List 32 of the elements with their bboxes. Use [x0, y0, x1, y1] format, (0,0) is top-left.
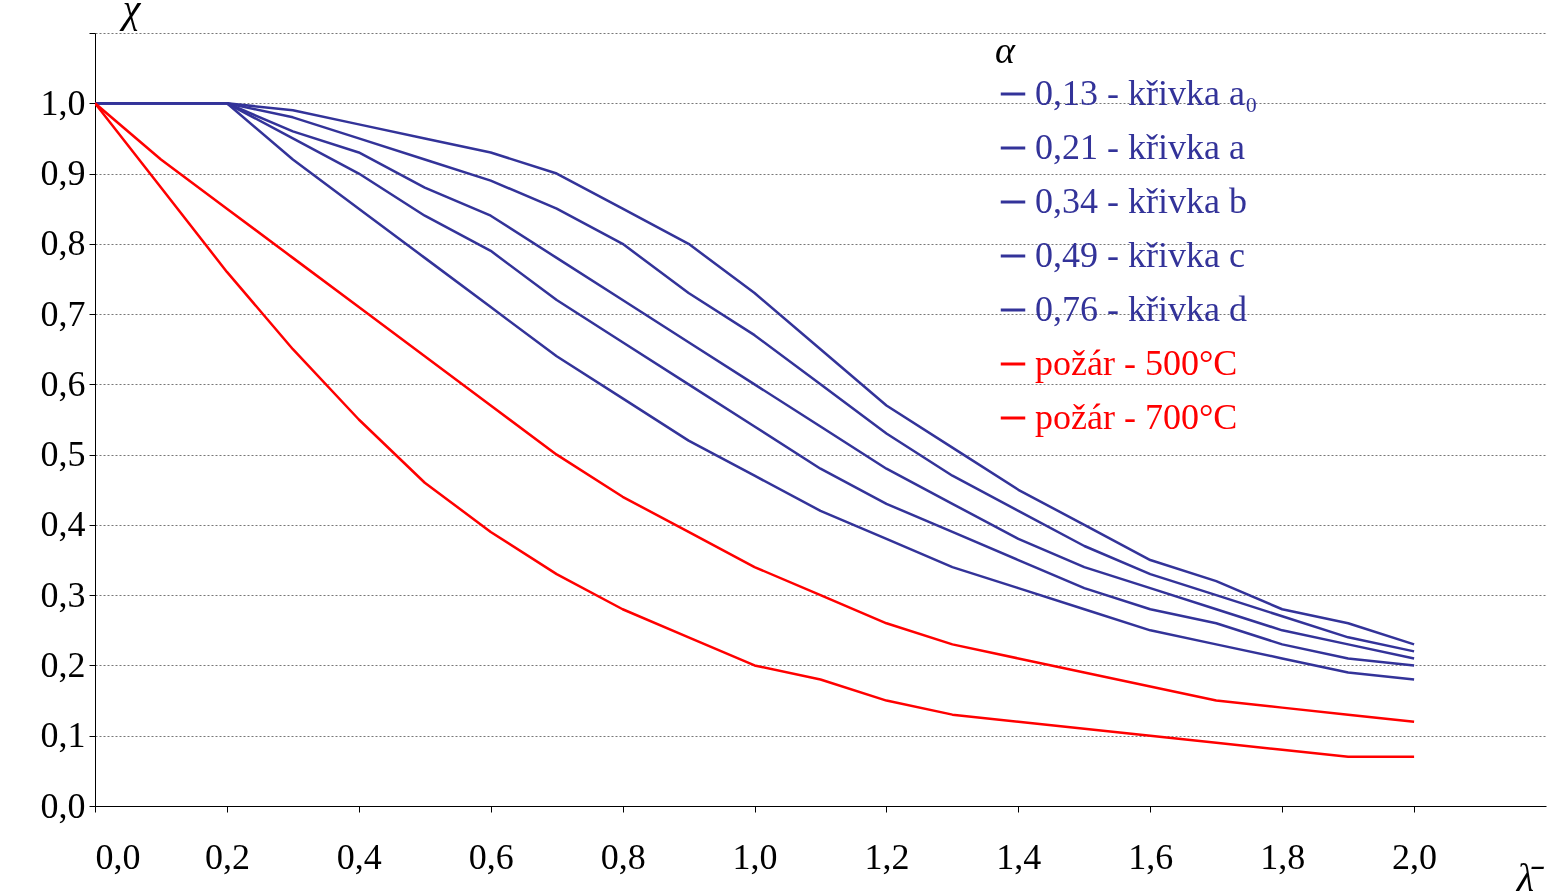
y-tick-label: 0,2	[40, 644, 86, 685]
y-tick-label: 0,8	[40, 223, 86, 264]
x-axis-title: λ̄	[1515, 854, 1545, 892]
legend-title: α	[995, 29, 1016, 71]
y-tick-label: 0,0	[40, 785, 86, 826]
y-tick-label: 0,9	[40, 153, 86, 194]
x-tick-label: 0,0	[95, 836, 141, 877]
x-tick-label: 1,4	[996, 836, 1042, 877]
legend-label: 0,49 - křivka c	[1035, 235, 1245, 275]
x-tick-label: 1,2	[864, 836, 910, 877]
y-tick-label: 1,0	[40, 82, 86, 123]
x-tick-label: 0,8	[600, 836, 646, 877]
y-tick-label: 0,6	[40, 363, 86, 404]
y-axis-title: χ	[118, 0, 142, 31]
legend-label: 0,13 - křivka a₀	[1035, 73, 1258, 113]
x-tick-label: 1,8	[1260, 836, 1306, 877]
legend-label: požár - 500°C	[1035, 343, 1238, 383]
legend-label: 0,76 - křivka d	[1035, 289, 1247, 329]
y-tick-label: 0,4	[40, 504, 86, 545]
x-tick-label: 2,0	[1392, 836, 1438, 877]
y-tick-label: 0,1	[40, 715, 86, 756]
x-tick-label: 1,6	[1128, 836, 1174, 877]
legend-label: požár - 700°C	[1035, 397, 1238, 437]
y-tick-label: 0,7	[40, 293, 86, 334]
y-tick-label: 0,3	[40, 574, 86, 615]
x-tick-label: 1,0	[732, 836, 778, 877]
y-tick-label: 0,5	[40, 434, 86, 475]
x-tick-label: 0,6	[468, 836, 514, 877]
x-tick-label: 0,4	[336, 836, 382, 877]
legend-label: 0,21 - křivka a	[1035, 127, 1245, 167]
legend-label: 0,34 - křivka b	[1035, 181, 1247, 221]
x-tick-label: 0,2	[204, 836, 250, 877]
